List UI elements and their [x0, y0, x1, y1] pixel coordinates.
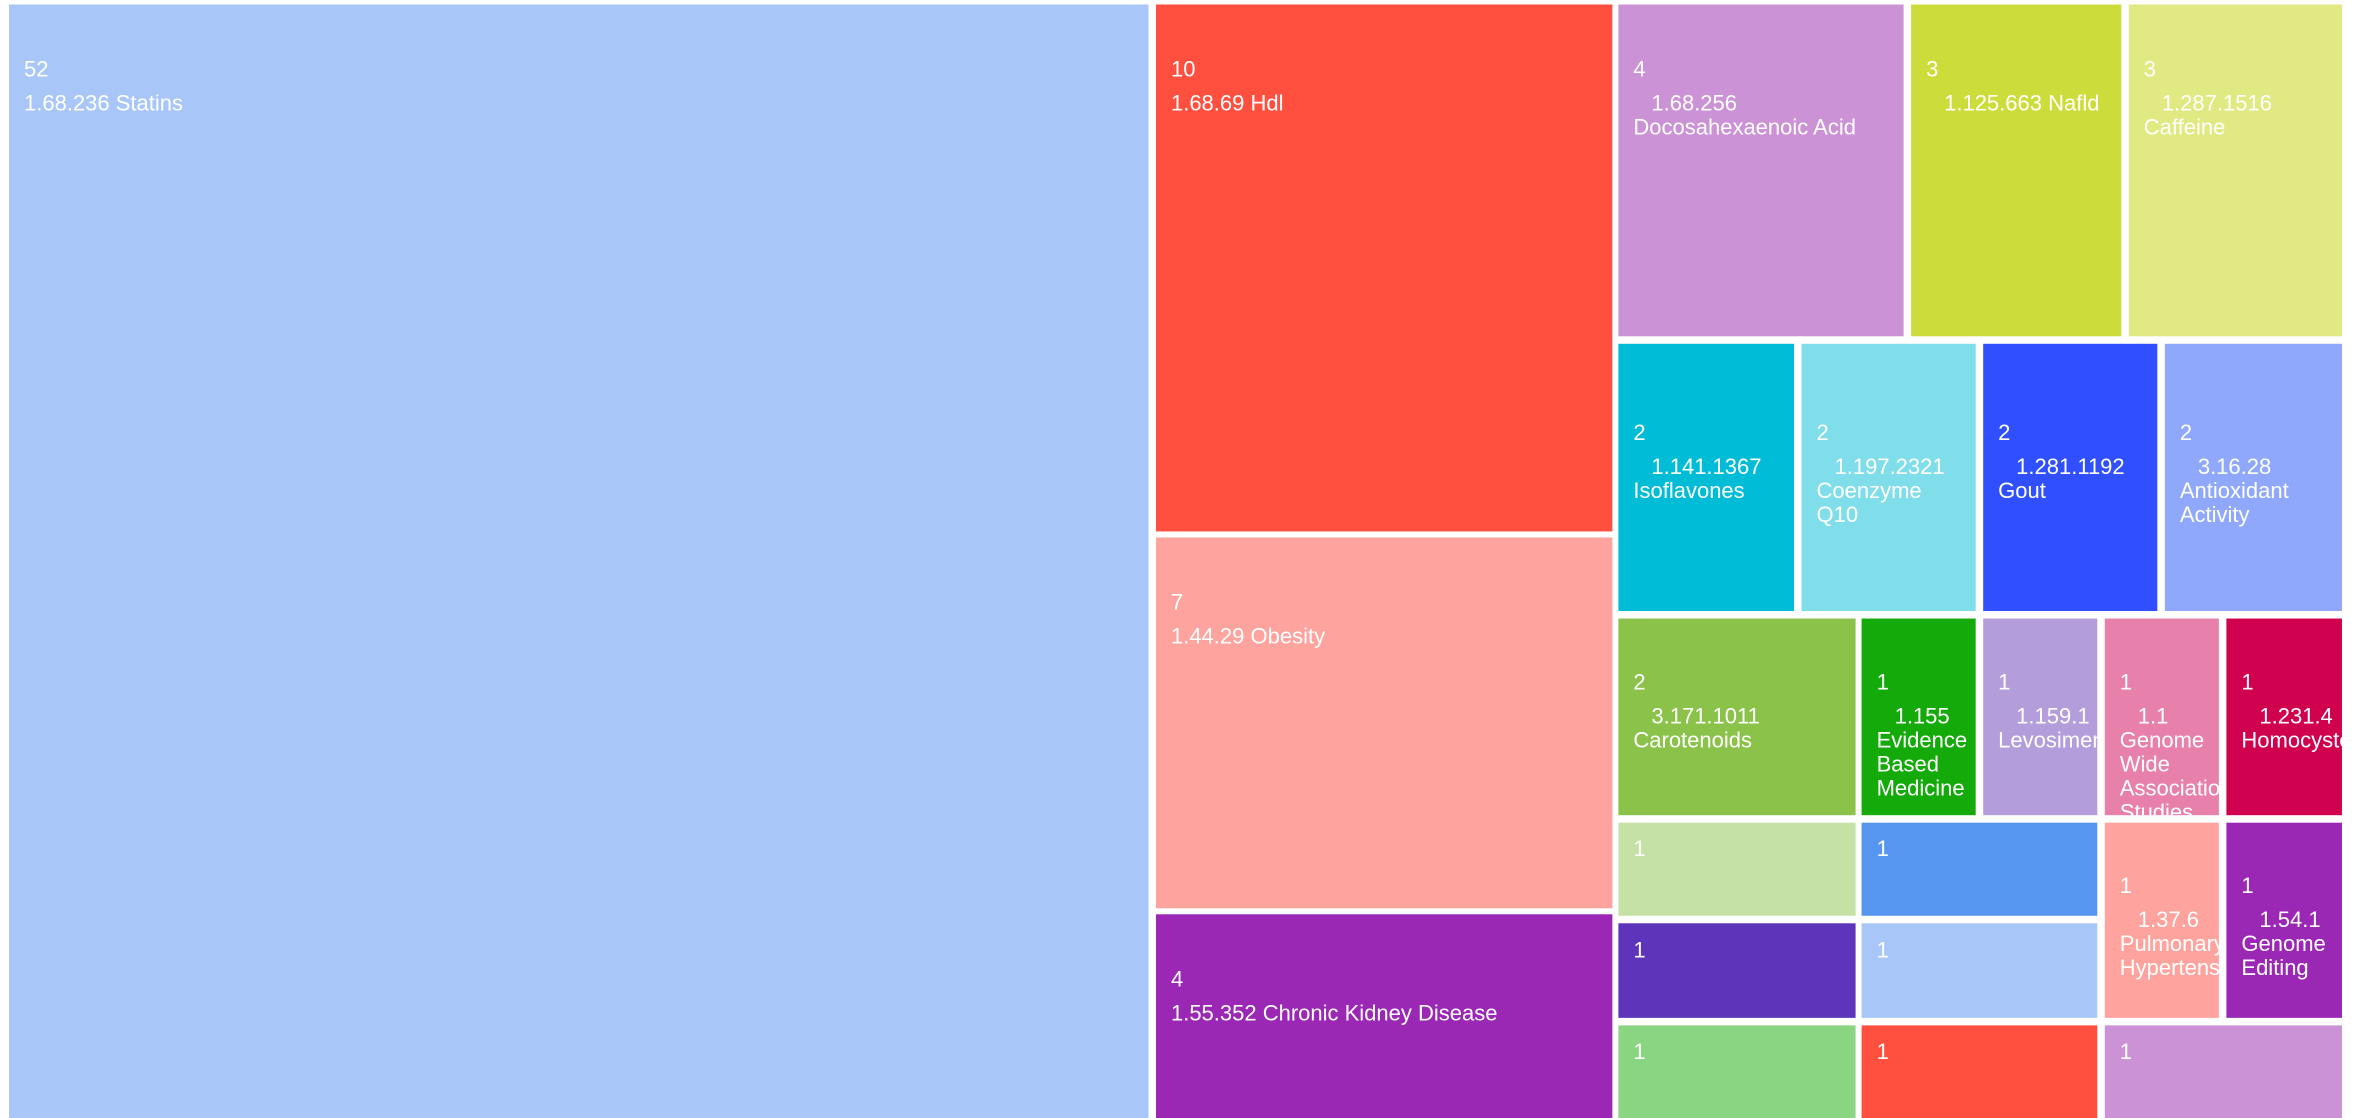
treemap-cell [1155, 4, 1613, 532]
treemap-cell [1618, 618, 1856, 816]
cell-label: 1.55.352 Chronic Kidney Disease [1171, 1000, 1498, 1025]
cell-labels: 7 1.44.29 Obesity [1171, 590, 1325, 649]
cell-count: 1 [1877, 1039, 1889, 1064]
treemap-cell [2226, 618, 2342, 816]
cell-count: 1 [2120, 669, 2132, 694]
cell-labels: 2 3.16.28 Antioxidant Activity [2180, 420, 2289, 527]
treemap-cell [1911, 4, 2122, 337]
cell-label: 1.231.4Homocysteine [2241, 703, 2354, 752]
cell-count: 1 [1633, 937, 1645, 962]
cell-labels: 2 1.141.1367 Isoflavones [1633, 420, 1761, 503]
cell-labels: 1 1.155 Evidence Based Medicine [1877, 669, 1968, 800]
cell-label: 3.16.28 Antioxidant Activity [2180, 454, 2289, 527]
cell-label: 1.54.1 Genome Editing [2241, 907, 2325, 980]
cell-label: 3.171.1011 Carotenoids [1633, 703, 1759, 752]
treemap-cell [1618, 1025, 1856, 1118]
cell-labels: 31.125.663 Nafld [1926, 57, 2099, 116]
treemap-cell [1983, 618, 2098, 816]
cell-count: 10 [1171, 57, 1195, 82]
cell-labels: 52 1.68.236 Statins [24, 57, 183, 116]
cell-labels: 2 1.197.2321 Coenzyme Q10 [1817, 420, 1945, 527]
cell-label: 1.287.1516 Caffeine [2144, 91, 2272, 140]
cell-labels: 1 1.37.6 Pulmonary Hypertension [2120, 873, 2250, 980]
cell-labels: 1 [2120, 1039, 2132, 1064]
cell-label: 1.155 Evidence Based Medicine [1877, 703, 1968, 800]
cell-count: 52 [24, 57, 48, 82]
cell-count: 1 [1633, 1039, 1645, 1064]
cell-count: 3 [1926, 57, 1938, 82]
cell-count: 1 [1877, 937, 1889, 962]
treemap-cell [1155, 914, 1613, 1118]
treemap-cell [1861, 618, 1976, 816]
treemap-cell [2104, 822, 2219, 1018]
cell-label: 1.68.256 Docosahexaenoic Acid [1633, 91, 1856, 140]
cell-label: 1.125.663 Nafld [1944, 91, 2099, 116]
cell-labels: 4 1.55.352 Chronic Kidney Disease [1171, 966, 1498, 1025]
cell-count: 2 [1633, 669, 1645, 694]
treemap-cell [9, 4, 1149, 1118]
treemap-cell [1861, 923, 2098, 1018]
cell-labels: 2 3.171.1011 Carotenoids [1633, 669, 1759, 752]
cell-count: 2 [1633, 420, 1645, 445]
cell-count: 1 [1998, 669, 2010, 694]
cell-labels: 1 1.159.1 Levosimendan [1998, 669, 2141, 752]
cell-labels: 3 1.287.1516 Caffeine [2144, 57, 2272, 140]
cell-label: 1.159.1 Levosimendan [1998, 703, 2141, 752]
cell-count: 1 [2241, 669, 2253, 694]
cell-labels: 1 1.54.1 Genome Editing [2241, 873, 2325, 980]
cell-count: 4 [1171, 966, 1183, 991]
cell-label: 1.68.236 Statins [24, 91, 183, 116]
cell-label: 1.37.6 Pulmonary Hypertension [2120, 907, 2250, 980]
treemap-cell [2164, 343, 2342, 612]
treemap-cell [2128, 4, 2342, 337]
cell-labels: 1 [1877, 1039, 1889, 1064]
cell-count: 4 [1633, 57, 1645, 82]
cell-count: 2 [1817, 420, 1829, 445]
cell-label: 1.1 Genome Wide Association Studies [2120, 703, 2233, 824]
treemap-cell [1618, 923, 1856, 1018]
cell-label: 1.197.2321 Coenzyme Q10 [1817, 454, 1945, 527]
cell-count: 1 [2120, 873, 2132, 898]
cell-labels: 1 1.231.4Homocysteine [2241, 669, 2354, 752]
treemap-cell [1861, 1025, 2098, 1118]
cell-count: 1 [2241, 873, 2253, 898]
cell-count: 7 [1171, 590, 1183, 615]
treemap-cell [2104, 1025, 2342, 1118]
cell-count: 3 [2144, 57, 2156, 82]
treemap-cell [1861, 822, 2098, 916]
cell-label: 1.281.1192 Gout [1998, 454, 2124, 503]
cell-labels: 2 1.281.1192 Gout [1998, 420, 2124, 503]
cell-count: 1 [1877, 669, 1889, 694]
cell-count: 2 [2180, 420, 2192, 445]
cell-count: 1 [2120, 1039, 2132, 1064]
treemap-cell [2226, 822, 2342, 1018]
treemap-cell [2104, 618, 2219, 816]
cell-count: 1 [1633, 836, 1645, 861]
treemap-cell [1618, 822, 1856, 916]
cell-labels: 1 [1633, 1039, 1645, 1064]
cell-label: 1.68.69 Hdl [1171, 91, 1284, 116]
treemap-cell [1155, 537, 1613, 909]
cell-labels: 1 [1877, 937, 1889, 962]
treemap-cell [1618, 4, 1904, 337]
cell-labels: 10 1.68.69 Hdl [1171, 57, 1284, 116]
cell-labels: 1 [1633, 836, 1645, 861]
cell-labels: 1 1.1 Genome Wide Association Studies [2120, 669, 2233, 824]
cell-label: 1.44.29 Obesity [1171, 624, 1325, 649]
treemap-cell [1801, 343, 1976, 612]
cell-labels: 1 [1633, 937, 1645, 962]
cell-count: 2 [1998, 420, 2010, 445]
cell-labels: 4 1.68.256 Docosahexaenoic Acid [1633, 57, 1856, 140]
treemap-cell [1983, 343, 2158, 612]
treemap-cell [1618, 343, 1795, 612]
cell-label: 1.141.1367 Isoflavones [1633, 454, 1761, 503]
cell-labels: 1 [1877, 836, 1889, 861]
cell-count: 1 [1877, 836, 1889, 861]
